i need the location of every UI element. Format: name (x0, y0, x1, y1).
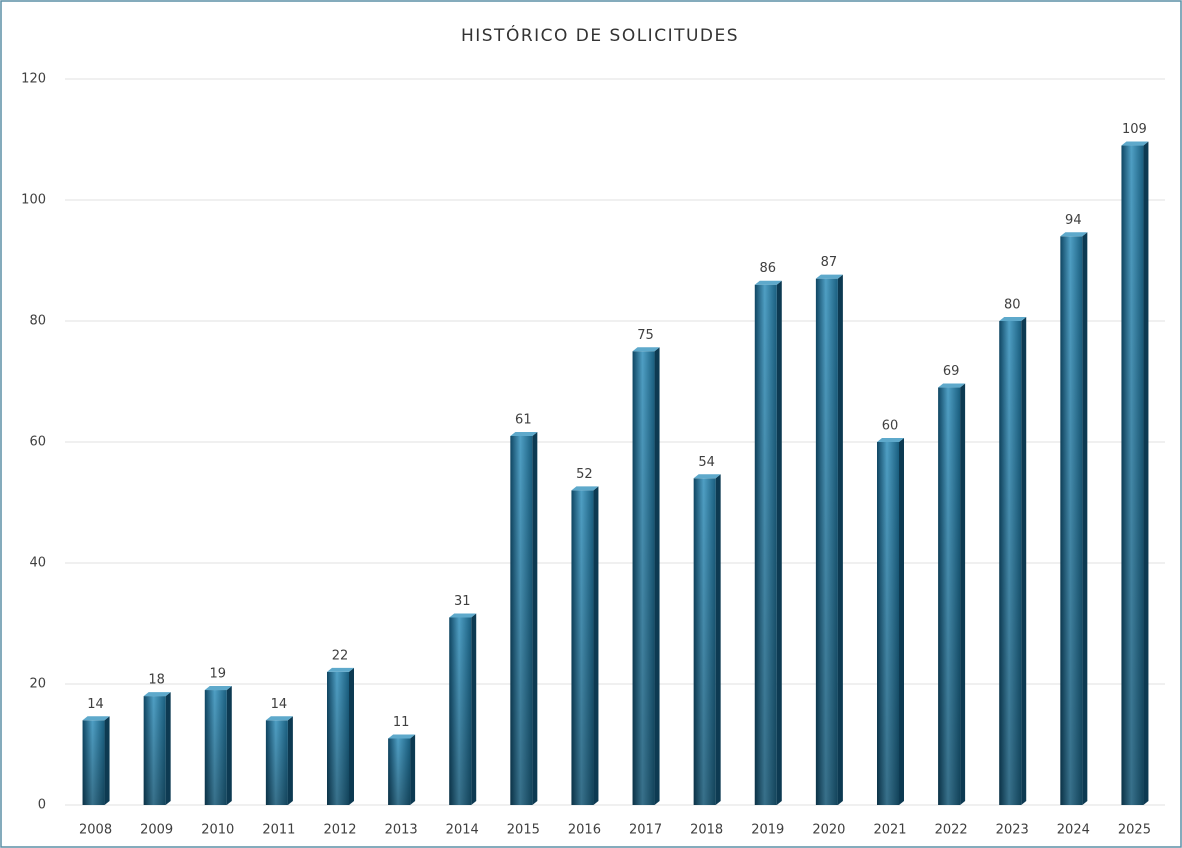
y-tick-label: 60 (29, 435, 46, 450)
data-label: 31 (454, 594, 471, 609)
bar-side (715, 474, 721, 805)
x-tick-label: 2011 (262, 823, 295, 838)
data-label: 86 (760, 261, 777, 276)
data-label: 14 (271, 697, 288, 712)
bar-shade (265, 720, 288, 805)
bar-side (654, 347, 660, 805)
x-tick-label: 2016 (568, 823, 601, 838)
bar-top (571, 486, 599, 491)
bar-shade (327, 671, 349, 805)
bar-side (776, 280, 782, 805)
bar-top (449, 613, 477, 618)
bar-top (82, 716, 110, 721)
bar-top (999, 317, 1027, 321)
bar-shade (1060, 236, 1083, 806)
data-label: 61 (515, 412, 532, 427)
y-tick-label: 20 (29, 677, 46, 692)
x-tick-label: 2024 (1057, 823, 1090, 838)
bar-side (1021, 317, 1027, 805)
bar-side (471, 613, 477, 805)
bar-top (204, 686, 232, 691)
bar-shade (693, 478, 716, 805)
x-tick-label: 2025 (1118, 823, 1151, 838)
bar-top (938, 383, 966, 388)
bar-side (1082, 232, 1088, 806)
bar-side (593, 486, 599, 805)
bar-side (104, 716, 110, 805)
data-label: 18 (148, 673, 165, 688)
bar-shade (938, 387, 961, 805)
y-tick-label: 0 (38, 798, 46, 813)
bar-top (143, 692, 171, 697)
data-label: 109 (1122, 122, 1147, 137)
data-label: 52 (576, 467, 593, 482)
y-tick-label: 40 (29, 556, 46, 571)
bar-shade (204, 690, 227, 805)
bar-top (815, 274, 843, 279)
chart-title: HISTÓRICO DE SOLICITUDES (461, 24, 739, 46)
x-tick-label: 2021 (873, 823, 906, 838)
bar-top (388, 734, 416, 739)
x-tick-label: 2019 (751, 823, 784, 838)
y-tick-label: 80 (29, 314, 46, 329)
bar-top (1121, 141, 1149, 146)
bar-top (1060, 232, 1088, 237)
bar-shade (510, 435, 533, 805)
bar-side (165, 692, 171, 805)
bar-top (693, 474, 721, 479)
data-label: 19 (210, 667, 227, 682)
bar-shade (632, 351, 655, 805)
bar-top (877, 438, 904, 442)
data-label: 11 (393, 715, 410, 730)
bar-top (327, 667, 354, 672)
x-tick-label: 2020 (812, 823, 845, 838)
bar-side (410, 734, 416, 805)
data-label: 54 (698, 455, 715, 470)
bar-shade (815, 278, 838, 805)
bar-side (349, 667, 354, 805)
data-label: 22 (332, 648, 349, 663)
data-label: 87 (821, 255, 838, 270)
x-tick-label: 2008 (79, 823, 112, 838)
y-tick-label: 120 (21, 72, 46, 87)
data-label: 75 (637, 328, 654, 343)
bar-shade (1121, 145, 1144, 806)
bar-side (226, 686, 232, 805)
bar-side (1143, 141, 1149, 806)
bar-shade (999, 321, 1022, 805)
bar-side (837, 274, 843, 805)
bar-shade (449, 617, 472, 805)
bar-side (287, 716, 293, 805)
x-tick-label: 2009 (140, 823, 173, 838)
data-label: 60 (882, 419, 899, 434)
data-label: 80 (1004, 298, 1021, 313)
data-label: 94 (1065, 213, 1082, 228)
bar-top (265, 716, 293, 721)
bar-top (754, 280, 782, 285)
x-tick-label: 2018 (690, 823, 723, 838)
bar-side (532, 431, 538, 805)
bar-shade (571, 490, 594, 805)
x-tick-label: 2022 (935, 823, 968, 838)
x-tick-label: 2012 (323, 823, 356, 838)
bar-top (510, 431, 538, 436)
y-tick-label: 100 (21, 193, 46, 208)
x-tick-label: 2015 (507, 823, 540, 838)
x-tick-label: 2014 (446, 823, 479, 838)
x-tick-label: 2023 (996, 823, 1029, 838)
bar-shade (143, 696, 166, 805)
data-label: 14 (87, 697, 104, 712)
data-label: 69 (943, 364, 960, 379)
x-tick-label: 2017 (629, 823, 662, 838)
x-tick-label: 2013 (385, 823, 418, 838)
x-tick-label: 2010 (201, 823, 234, 838)
bar-side (960, 383, 966, 805)
bar-top (632, 347, 660, 352)
bar-shade (754, 284, 777, 805)
bar-shade (388, 738, 411, 805)
bar-shade (82, 720, 105, 805)
bar-side (899, 438, 904, 805)
bar-shade (877, 442, 899, 805)
